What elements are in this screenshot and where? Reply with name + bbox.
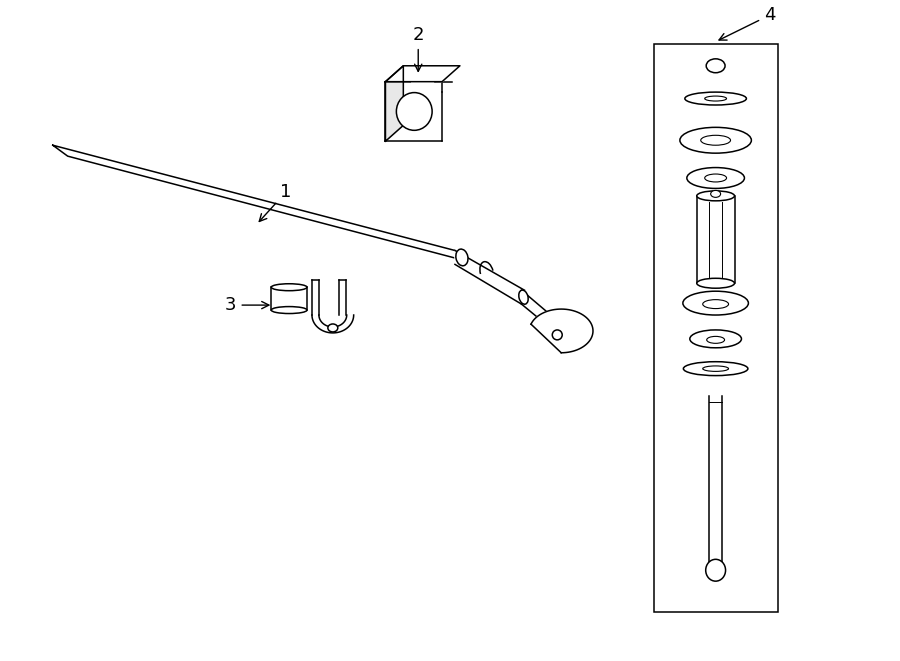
Ellipse shape xyxy=(703,299,728,309)
Polygon shape xyxy=(385,66,403,141)
Ellipse shape xyxy=(683,362,748,375)
Polygon shape xyxy=(455,251,525,304)
Ellipse shape xyxy=(683,292,749,315)
Ellipse shape xyxy=(518,290,528,304)
Ellipse shape xyxy=(271,284,307,291)
Ellipse shape xyxy=(697,278,734,288)
Ellipse shape xyxy=(328,324,338,332)
Ellipse shape xyxy=(706,336,724,343)
Polygon shape xyxy=(709,397,722,565)
Text: 3: 3 xyxy=(225,296,269,314)
Bar xyxy=(653,44,778,612)
Ellipse shape xyxy=(685,92,746,105)
Ellipse shape xyxy=(701,136,731,145)
Ellipse shape xyxy=(680,128,752,153)
Ellipse shape xyxy=(705,174,726,182)
Ellipse shape xyxy=(706,59,725,73)
Text: 1: 1 xyxy=(259,183,292,221)
Text: 2: 2 xyxy=(412,26,424,71)
Ellipse shape xyxy=(689,330,742,348)
Polygon shape xyxy=(271,288,307,310)
Ellipse shape xyxy=(455,249,468,266)
Ellipse shape xyxy=(706,559,725,581)
Ellipse shape xyxy=(711,190,721,198)
Polygon shape xyxy=(697,196,734,284)
Polygon shape xyxy=(521,290,562,337)
Polygon shape xyxy=(531,309,593,353)
Ellipse shape xyxy=(697,191,734,201)
Ellipse shape xyxy=(687,168,744,188)
Ellipse shape xyxy=(271,307,307,313)
Polygon shape xyxy=(385,66,460,82)
Text: 4: 4 xyxy=(719,6,776,40)
Polygon shape xyxy=(385,82,442,141)
Polygon shape xyxy=(53,145,468,261)
Ellipse shape xyxy=(705,96,726,101)
Ellipse shape xyxy=(553,330,562,340)
Ellipse shape xyxy=(703,366,728,371)
Ellipse shape xyxy=(396,93,432,130)
